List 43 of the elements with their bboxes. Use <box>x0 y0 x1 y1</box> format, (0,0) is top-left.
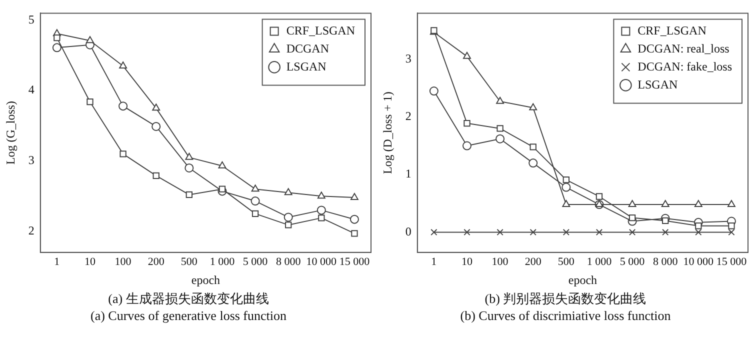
legend-label: DCGAN: fake_loss <box>638 59 732 74</box>
y-tick-label: 0 <box>405 224 412 238</box>
x-tick-label: 8 000 <box>276 256 302 268</box>
y-tick-label: 3 <box>405 51 412 66</box>
y-tick-label: 3 <box>28 153 34 168</box>
x-tick-label: 15 000 <box>716 256 748 268</box>
legend-label: CRF_LSGAN <box>286 23 356 38</box>
y-axis-title: Log (G_loss) <box>3 100 18 165</box>
x-axis-title: epoch <box>191 272 220 287</box>
x-tick-label: 1 <box>431 256 437 268</box>
x-tick-label: 100 <box>492 256 509 268</box>
text: (a) 生成器损失函数变化曲线 <box>107 290 270 307</box>
x-tick-label: 5 000 <box>620 256 646 268</box>
legend-label: LSGAN <box>286 59 327 74</box>
y-tick-label: 5 <box>28 12 34 26</box>
x-tick-label: 5 000 <box>242 256 268 268</box>
y-tick-label: 2 <box>28 223 34 238</box>
x-tick-label: 8 000 <box>652 256 678 268</box>
text: (b) Curves of discrimiative loss function <box>459 307 672 324</box>
x-tick-label: 500 <box>558 256 575 268</box>
x-tick-label: 10 000 <box>306 256 338 268</box>
x-tick-label: 500 <box>180 256 198 268</box>
x-tick-label: 15 000 <box>339 256 370 268</box>
y-tick-label: 4 <box>28 82 34 97</box>
x-tick-label: 10 <box>461 256 473 268</box>
x-tick-label: 10 000 <box>683 256 714 268</box>
text: (b) 判别器损失函数变化曲线 <box>484 290 648 307</box>
legend-label: DCGAN <box>286 41 330 56</box>
x-tick-label: 100 <box>114 256 132 268</box>
y-tick-label: 2 <box>405 109 412 124</box>
x-tick-label: 1 000 <box>210 256 236 268</box>
y-axis-title: Log (D_loss + 1) <box>380 92 394 174</box>
legend-label: DCGAN: real_loss <box>638 41 730 56</box>
y-tick-label: 1 <box>405 166 412 181</box>
x-tick-label: 1 <box>54 256 60 268</box>
legend-label: CRF_LSGAN <box>638 23 707 38</box>
x-tick-label: 10 <box>84 256 96 268</box>
x-axis-title: epoch <box>568 272 598 287</box>
x-tick-label: 200 <box>524 256 542 268</box>
x-tick-label: 1 000 <box>586 256 612 268</box>
x-tick-label: 200 <box>148 256 165 268</box>
legend-label: LSGAN <box>638 77 678 92</box>
text: (a) Curves of generative loss function <box>89 307 288 324</box>
